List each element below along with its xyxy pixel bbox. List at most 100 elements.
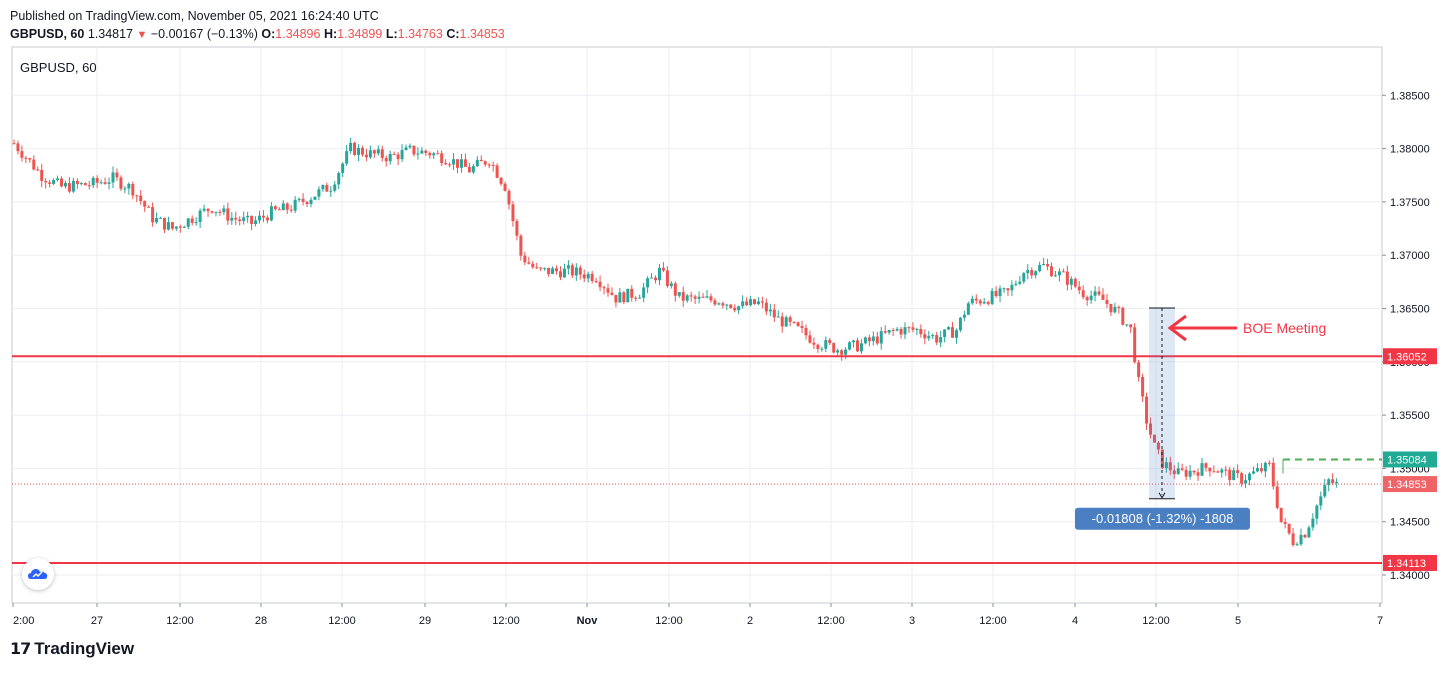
candle-body	[186, 218, 190, 227]
candle-body	[412, 145, 416, 155]
candle-body	[234, 217, 238, 220]
candle-body	[812, 342, 816, 345]
candle-body	[293, 199, 297, 211]
candle-body	[1081, 290, 1085, 298]
candle-body	[87, 185, 91, 187]
candle-body	[598, 281, 602, 288]
candle-body	[1101, 294, 1105, 300]
candle-body	[1208, 467, 1212, 472]
candle-body	[471, 166, 475, 173]
candle-body	[907, 327, 911, 329]
last-price-box	[1383, 476, 1437, 493]
candle-body	[681, 292, 685, 301]
x-tick-label: 7	[1377, 615, 1383, 627]
candle-body	[151, 207, 155, 223]
candle-body	[1315, 505, 1319, 519]
measure-label: -0.01808 (-1.32%) -1808	[1092, 511, 1234, 526]
candle-body	[547, 267, 551, 274]
candle-body	[1117, 306, 1121, 308]
candle-body	[305, 201, 309, 205]
candle-body	[424, 150, 428, 153]
candle-body	[693, 296, 697, 299]
candle-body	[448, 164, 452, 166]
tradingview-cloud-icon[interactable]	[22, 558, 54, 590]
candle-body	[1097, 291, 1101, 295]
candle-body	[313, 196, 317, 200]
candle-body	[618, 292, 622, 303]
candle-body	[594, 280, 598, 282]
candle-body	[606, 288, 610, 293]
candle-body	[1129, 324, 1133, 328]
candle-body	[495, 165, 499, 178]
candle-body	[1109, 303, 1113, 313]
candle-body	[939, 337, 943, 343]
candle-body	[1196, 472, 1200, 476]
candle-body	[511, 204, 515, 222]
candle-body	[139, 195, 143, 202]
candle-body	[95, 177, 99, 183]
candle-body	[863, 337, 867, 344]
candle-body	[883, 331, 887, 333]
low-label: L:	[385, 27, 398, 41]
candle-body	[1113, 306, 1117, 313]
candle-body	[1061, 271, 1065, 273]
candle-body	[954, 330, 958, 338]
candle-body	[562, 268, 566, 278]
candle-body	[75, 180, 79, 185]
candle-body	[899, 328, 903, 335]
candle-body	[931, 335, 935, 337]
x-tick-label: 4	[1072, 615, 1078, 627]
candle-body	[1077, 286, 1081, 291]
candle-body	[1069, 278, 1073, 285]
candle-body	[420, 150, 424, 154]
candle-body	[657, 267, 661, 281]
candle-body	[360, 147, 364, 155]
candle-body	[951, 327, 955, 338]
candle-body	[966, 303, 970, 315]
candle-body	[1141, 376, 1145, 397]
candle-body	[52, 180, 56, 184]
candle-body	[784, 317, 788, 327]
candle-body	[1188, 470, 1192, 477]
measure-label-box	[1075, 507, 1250, 530]
candle-body	[962, 314, 966, 318]
y-tick-label: 1.37000	[1390, 250, 1430, 262]
horizontal-line-price: 1.36052	[1387, 351, 1427, 363]
candle-body	[1271, 462, 1275, 487]
candle-body	[309, 199, 313, 205]
y-tick-label: 1.35500	[1390, 410, 1430, 422]
candle-body	[28, 158, 32, 160]
candle-body	[190, 218, 194, 223]
candle-body	[321, 185, 325, 190]
candle-body	[614, 294, 618, 303]
y-tick-label: 1.34000	[1390, 570, 1430, 582]
candle-body	[111, 172, 115, 183]
candle-body	[1038, 264, 1042, 272]
candle-body	[1335, 481, 1339, 484]
candle-body	[456, 159, 460, 168]
candle-body	[895, 328, 899, 331]
candle-body	[408, 145, 412, 148]
candle-body	[1232, 470, 1236, 481]
high-value: 1.34899	[337, 27, 383, 41]
candle-body	[733, 307, 737, 311]
candle-body	[250, 215, 254, 224]
candle-body	[143, 201, 147, 207]
candle-body	[238, 219, 242, 222]
candle-body	[337, 172, 341, 185]
candle-body	[721, 303, 725, 306]
candle-body	[669, 283, 673, 287]
x-tick-label: 12:00	[979, 615, 1007, 627]
candle-body	[887, 329, 891, 333]
candle-body	[990, 290, 994, 304]
candle-body	[855, 340, 859, 352]
candle-body	[475, 159, 479, 167]
candle-body	[840, 350, 844, 355]
candle-body	[273, 206, 277, 210]
candle-body	[737, 306, 741, 311]
candle-body	[654, 277, 658, 281]
candle-body	[610, 292, 614, 295]
candle-body	[1319, 496, 1323, 506]
